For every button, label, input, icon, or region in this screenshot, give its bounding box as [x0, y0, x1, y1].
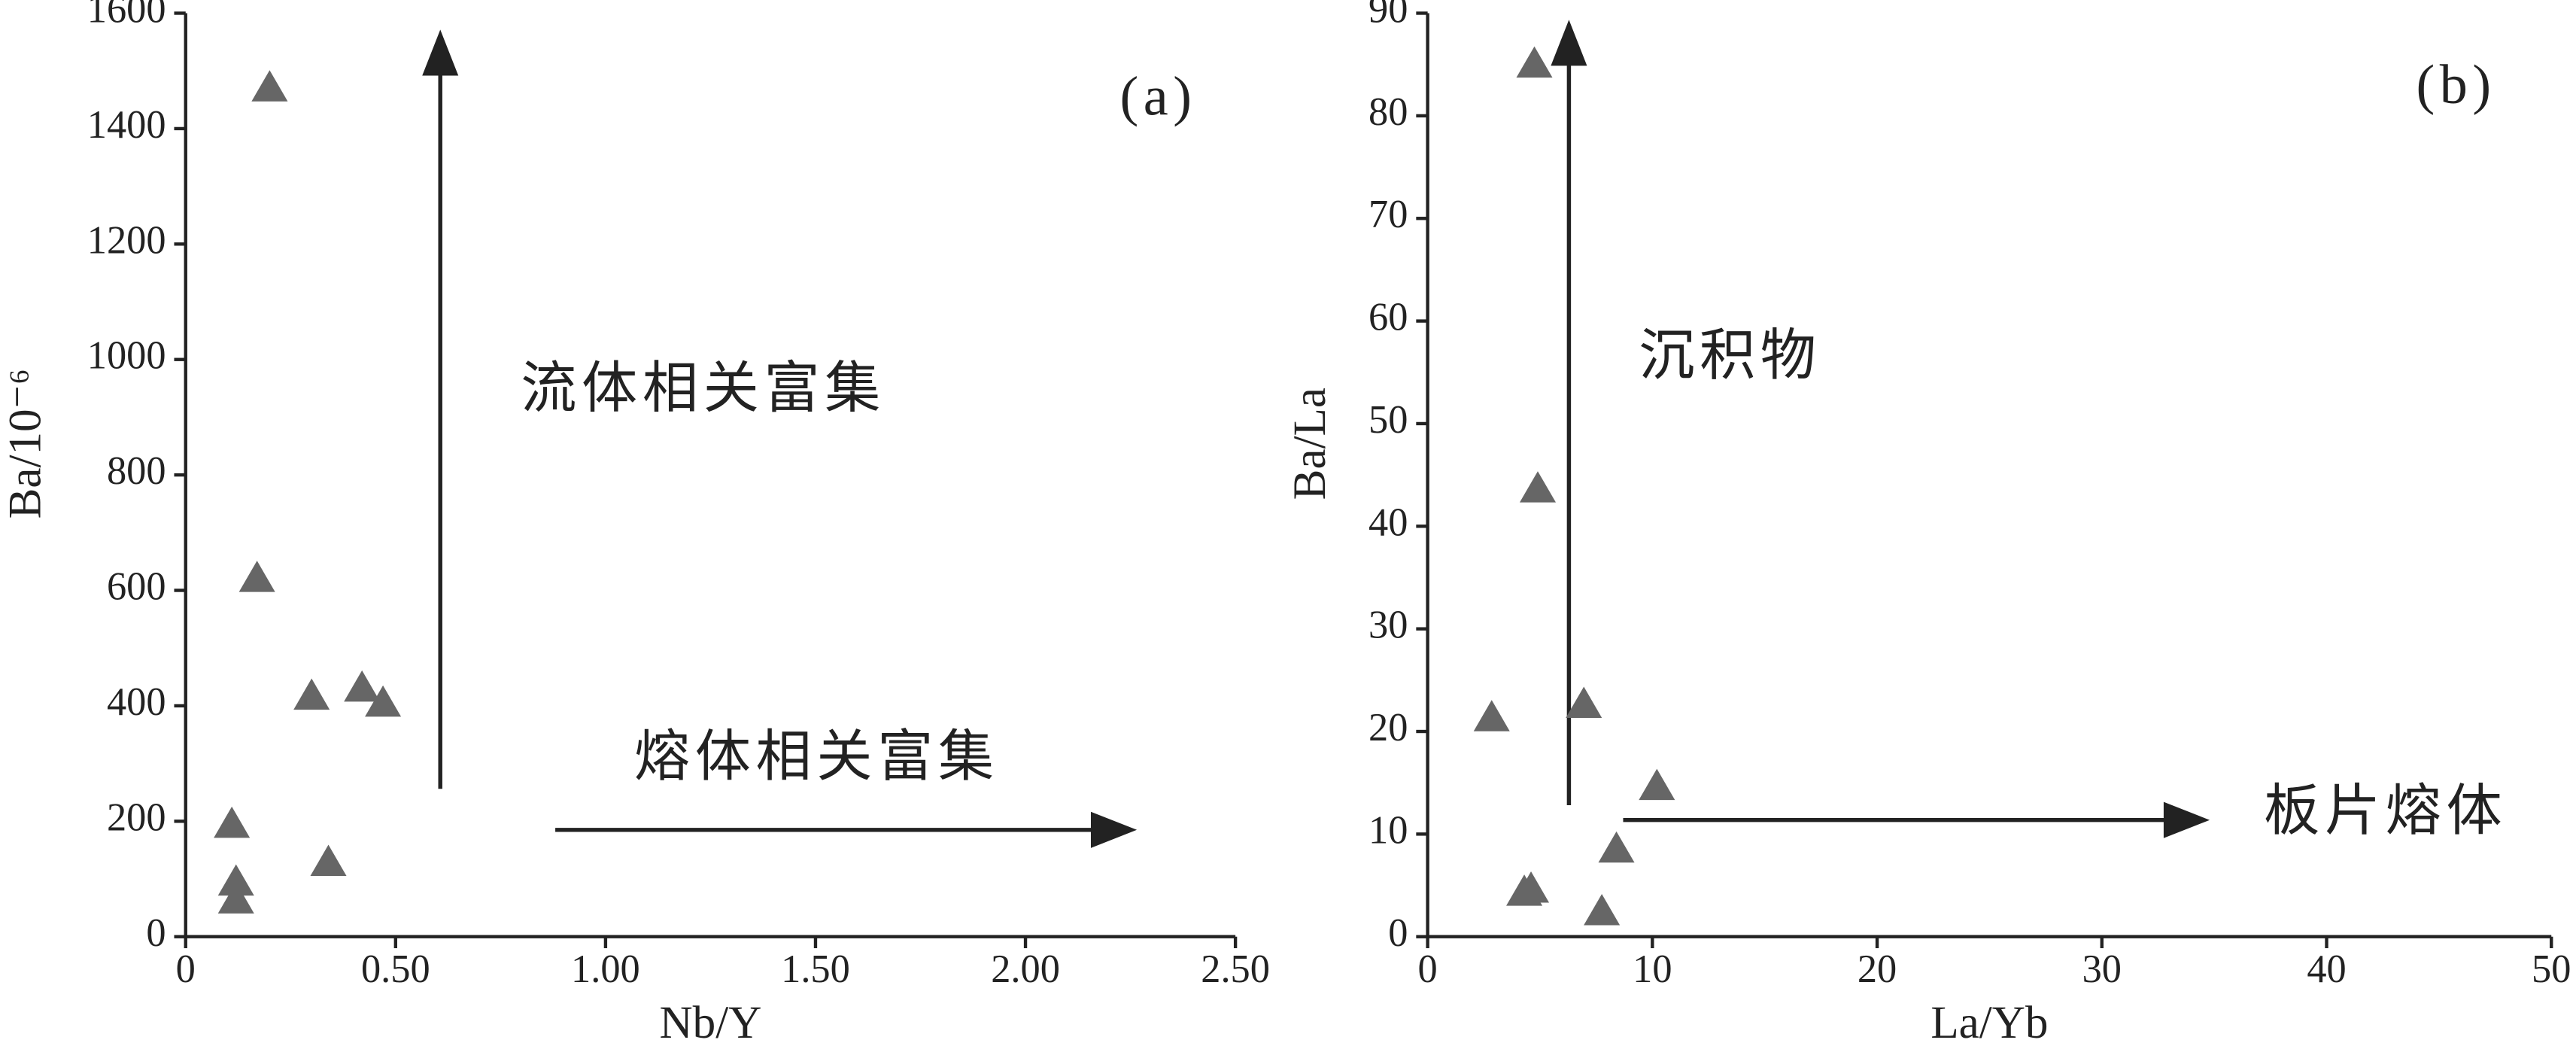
annotation: 沉积物 — [1639, 325, 1821, 387]
y-tick-label: 60 — [1368, 296, 1408, 339]
x-tick-label: 0 — [176, 947, 196, 991]
point — [1519, 471, 1557, 503]
x-tick-label: 0.50 — [361, 947, 430, 991]
point — [1473, 700, 1510, 731]
y-tick-label: 20 — [1368, 706, 1408, 750]
point — [1513, 871, 1550, 903]
y-tick-label: 600 — [107, 565, 166, 609]
annotation: 流体相关富集 — [521, 358, 886, 420]
y-tick-label: 10 — [1368, 808, 1408, 852]
point — [1639, 768, 1675, 801]
annotation: 熔体相关富集 — [634, 726, 999, 788]
y-tick-label: 1200 — [87, 218, 166, 262]
y-tick-label: 400 — [107, 680, 166, 724]
arrow-head — [422, 29, 459, 76]
y-tick-label: 0 — [1388, 911, 1408, 955]
y-tick-label: 0 — [146, 911, 166, 955]
y-tick-label: 40 — [1368, 500, 1408, 544]
point — [1566, 686, 1602, 719]
point — [251, 70, 288, 102]
y-tick-label: 80 — [1368, 90, 1408, 134]
arrow-head — [2163, 801, 2210, 838]
y-tick-label: 70 — [1368, 193, 1408, 236]
point — [1598, 831, 1635, 863]
y-tick-label: 200 — [107, 795, 166, 839]
point — [238, 561, 275, 592]
y-tick-label: 50 — [1368, 398, 1408, 442]
y-tick-label: 90 — [1368, 0, 1408, 32]
point — [310, 844, 347, 877]
point — [293, 678, 330, 710]
x-tick-label: 20 — [1858, 947, 1897, 991]
arrows — [422, 20, 2210, 848]
point — [1584, 893, 1621, 926]
x-tick-label: 30 — [2082, 947, 2122, 991]
x-tick-label: 10 — [1633, 947, 1672, 991]
panel-label: (b) — [2416, 54, 2496, 116]
x-tick-label: 40 — [2307, 947, 2346, 991]
point — [217, 864, 254, 896]
x-tick-label: 0 — [1418, 947, 1438, 991]
y-tick-label: 1600 — [87, 0, 166, 32]
point — [217, 882, 254, 914]
x-tick-label: 50 — [2532, 947, 2571, 991]
x-axis-label: La/Yb — [1930, 998, 2048, 1046]
point — [214, 806, 251, 838]
point — [344, 670, 381, 702]
y-tick-label: 30 — [1368, 604, 1408, 647]
point — [1516, 46, 1553, 78]
point — [365, 685, 402, 717]
x-tick-label: 2.00 — [991, 947, 1060, 991]
x-tick-label: 1.00 — [571, 947, 640, 991]
y-tick-label: 800 — [107, 449, 166, 493]
y-tick-label: 1400 — [87, 103, 166, 147]
arrow-head — [1090, 811, 1138, 848]
x-tick-label: 2.50 — [1201, 947, 1270, 991]
x-tick-label: 1.50 — [781, 947, 850, 991]
arrow-head — [1551, 20, 1587, 66]
annotation: 板片熔体 — [2264, 780, 2507, 842]
y-axis-label: Ba/La — [1285, 388, 1335, 500]
x-axis-label: Nb/Y — [660, 998, 762, 1046]
panel-label: (a) — [1119, 65, 1196, 127]
y-tick-label: 1000 — [87, 334, 166, 378]
y-axis-label: Ba/10⁻⁶ — [0, 369, 50, 519]
